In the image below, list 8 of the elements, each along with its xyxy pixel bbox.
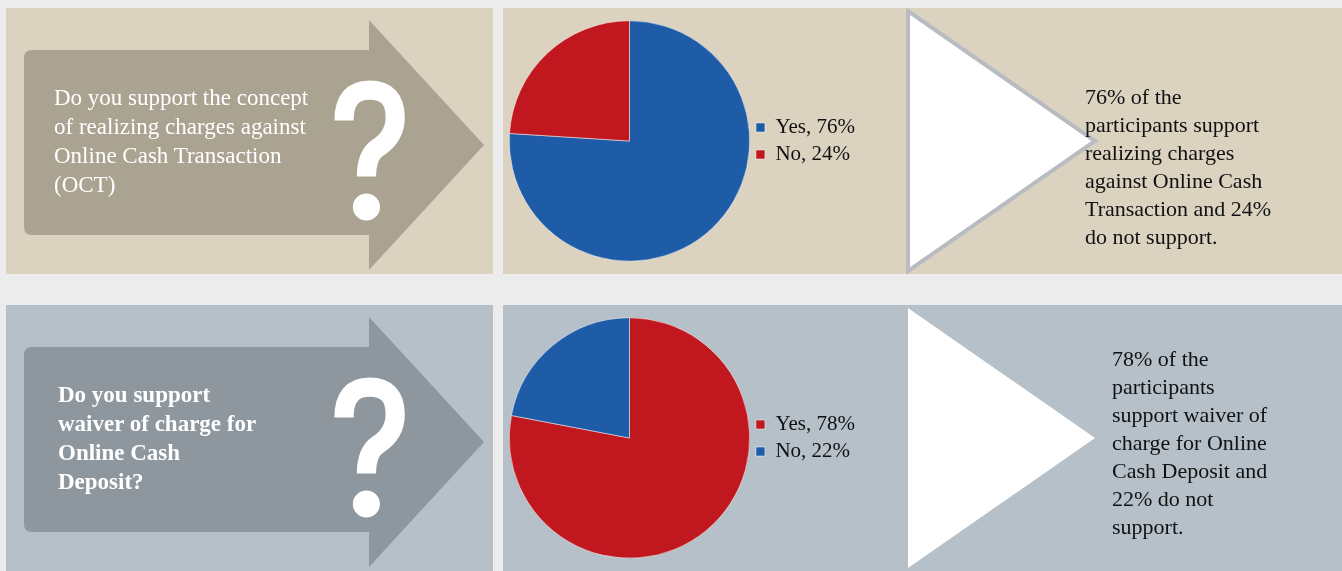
text: Do you support waiver of charge for Online Cash Deposit? <box>58 381 257 496</box>
legend-label: No, 24% <box>775 141 851 166</box>
legend-label: No, 22% <box>775 438 851 463</box>
legend-label: Yes, 76% <box>775 114 856 139</box>
text: Do you support the concept of realizing charges against Online Cash Transaction (OCT) <box>54 84 310 199</box>
text: 78% of the participants support waiver of charge for Online Cash Deposit and 22% do not support. <box>1112 345 1269 541</box>
legend-label: Yes, 78% <box>775 411 856 436</box>
text: 76% of the participants support realizing charges against Online Cash Transaction and 24% do not support. <box>1085 83 1273 251</box>
